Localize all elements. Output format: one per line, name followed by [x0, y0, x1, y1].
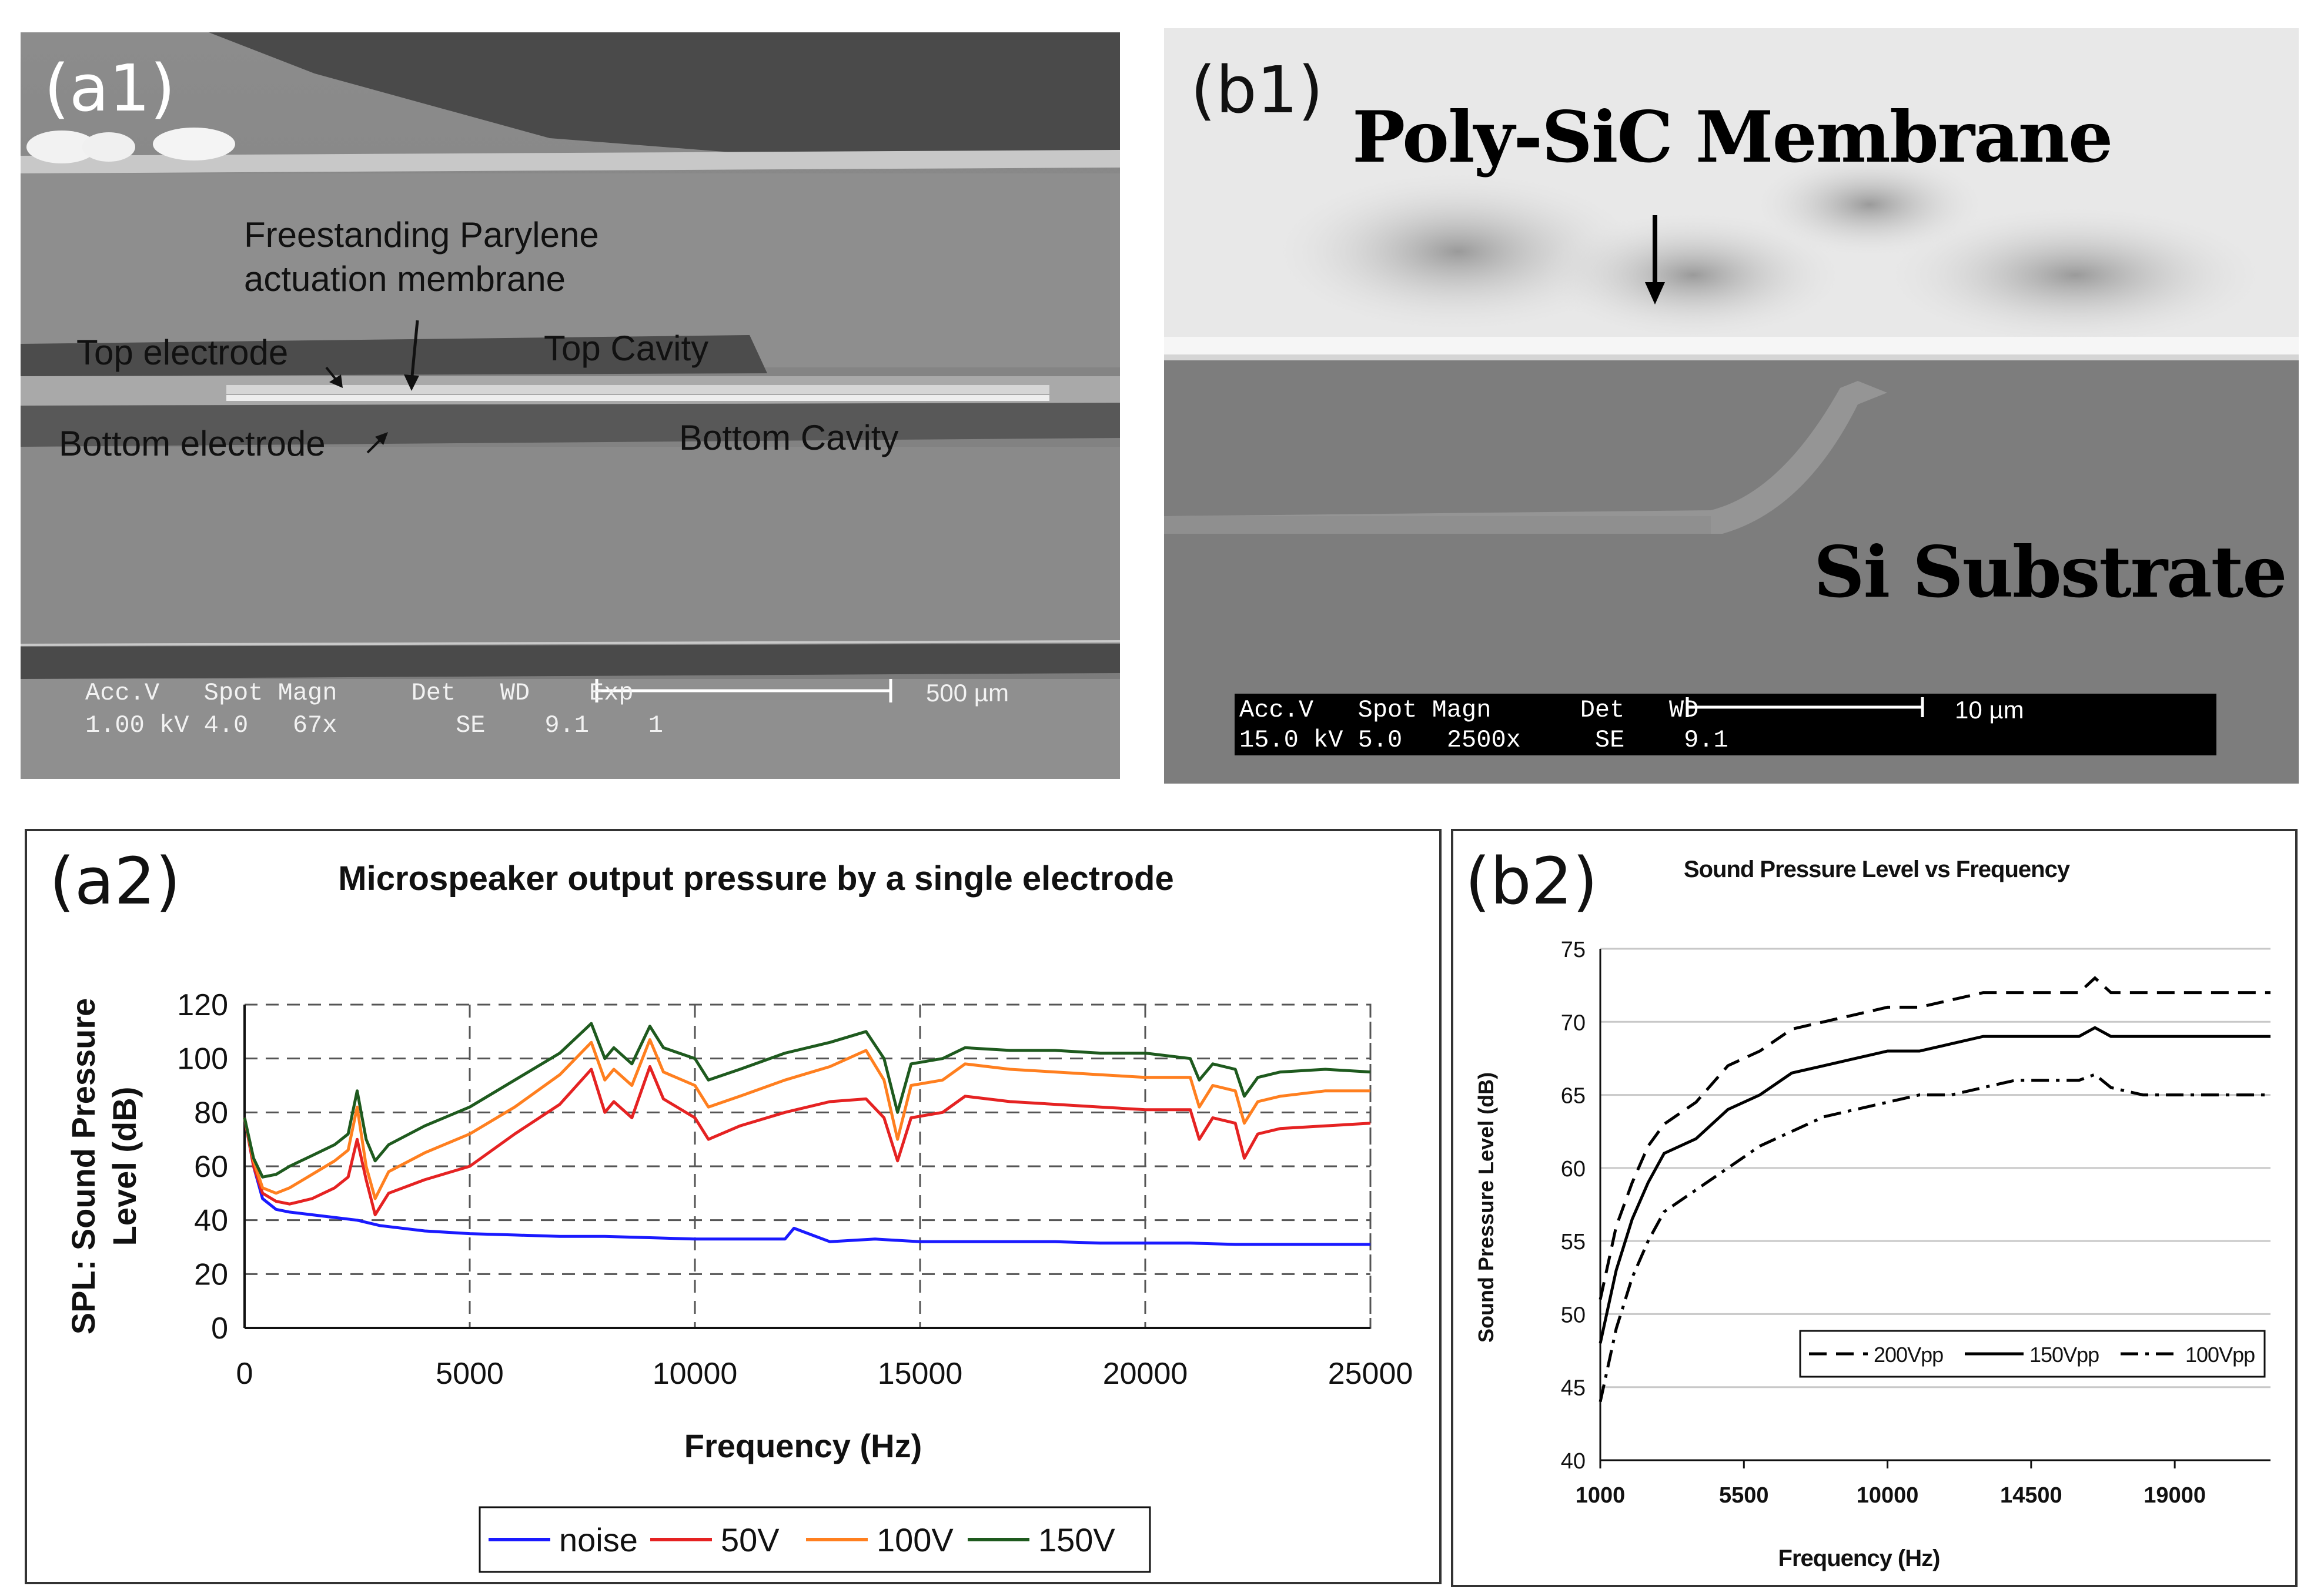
panel-label-a1: (a1) — [44, 51, 176, 126]
x-tick-label: 10000 — [1857, 1483, 1919, 1508]
sem-b1-databar-values: 15.0 kV 5.0 2500x SE 9.1 — [1239, 726, 1728, 754]
panel-label-b2: (b2) — [1465, 844, 1598, 919]
panel-a2-chart: (a2) Microspeaker output pressure by a s… — [25, 829, 1442, 1584]
panel-label-b1: (b1) — [1191, 52, 1323, 128]
y-tick-label: 120 — [177, 988, 228, 1022]
sem-b1-scale-label: 10 µm — [1955, 696, 2024, 724]
y-tick-label: 40 — [194, 1204, 228, 1238]
panel-b2-chart: (b2) Sound Pressure Level vs Frequency 40… — [1451, 829, 2298, 1587]
y-tick-label: 65 — [1561, 1084, 1586, 1109]
annotation-top-cavity: Top Cavity — [544, 329, 709, 368]
annotation-bottom-cavity: Bottom Cavity — [679, 418, 899, 457]
y-tick-label: 50 — [1561, 1303, 1586, 1327]
legend-box — [479, 1506, 1151, 1573]
y-tick-label: 45 — [1561, 1376, 1586, 1401]
x-tick-label: 20000 — [1103, 1357, 1188, 1391]
x-tick-label: 5500 — [1719, 1483, 1769, 1508]
panel-label-a2: (a2) — [49, 844, 181, 919]
y-tick-label: 0 — [211, 1311, 228, 1346]
legend-label-50v: 50V — [721, 1521, 780, 1558]
chart-title: Microspeaker output pressure by a single… — [338, 859, 1173, 898]
x-tick-label: 0 — [236, 1357, 253, 1391]
series-line-100vpp — [1599, 1072, 2270, 1403]
sem-b1-databar-header: Acc.V Spot Magn Det WD — [1239, 696, 1699, 724]
y-tick-label: 60 — [194, 1150, 228, 1184]
y-axis-label-line2: Level (dB) — [106, 1087, 143, 1246]
y-tick-label: 80 — [194, 1096, 228, 1130]
y-tick-label: 75 — [1561, 938, 1586, 962]
sem-a1-databar-header: Acc.V Spot Magn Det WD Exp — [85, 679, 634, 707]
series-line-100v — [243, 1038, 1370, 1200]
legend-label-150v: 150V — [1038, 1521, 1115, 1558]
sem-a1-databar-values: 1.00 kV 4.0 67x SE 9.1 1 — [85, 711, 663, 740]
y-axis-label: Sound Pressure Level (dB) — [1474, 1072, 1498, 1343]
legend-box — [1799, 1330, 2266, 1378]
y-tick-label: 70 — [1561, 1011, 1586, 1035]
sem-b1-graphic — [1164, 28, 2299, 784]
y-tick-label: 100 — [177, 1042, 228, 1076]
legend-label-100vpp: 100Vpp — [2185, 1343, 2255, 1367]
sem-a1-scale-label: 500 µm — [926, 679, 1009, 707]
series-line-150vpp — [1599, 1026, 2270, 1344]
series-line-noise — [243, 1117, 1370, 1246]
y-axis-label-line1: SPL: Sound Pressure — [65, 998, 102, 1335]
x-tick-label: 25000 — [1328, 1357, 1413, 1391]
chart-b2-svg: Sound Pressure Level vs Frequency 40 45 50 5… — [1474, 856, 2270, 1571]
annotation-bottom-electrode: Bottom electrode — [59, 424, 326, 463]
annotation-actuation: actuation membrane — [244, 259, 566, 299]
x-tick-label: 14500 — [2000, 1483, 2062, 1508]
x-tick-label: 19000 — [2144, 1483, 2206, 1508]
annotation-top-electrode: Top electrode — [76, 333, 289, 372]
legend-label-100v: 100V — [877, 1521, 954, 1558]
y-tick-label: 55 — [1561, 1230, 1586, 1254]
legend-label-noise: noise — [559, 1521, 638, 1558]
series-line-150v — [243, 1022, 1371, 1179]
y-tick-label: 60 — [1561, 1157, 1586, 1182]
chart-a2-svg: Microspeaker output pressure by a single… — [65, 859, 1413, 1573]
x-axis-label: Frequency (Hz) — [684, 1427, 922, 1464]
x-tick-label: 15000 — [878, 1357, 963, 1391]
x-tick-label: 5000 — [436, 1357, 504, 1391]
panel-b1-sem-image: (b1) Poly-SiC Membrane Si Substrate Acc.… — [1164, 28, 2299, 784]
substrate-label: Si Substrate — [1814, 531, 2288, 614]
legend-label-150vpp: 150Vpp — [2029, 1343, 2099, 1367]
membrane-title: Poly-SiC Membrane — [1352, 96, 2113, 179]
series-line-200vpp — [1599, 976, 2270, 1300]
series-line-50v — [243, 1065, 1371, 1216]
y-tick-label: 20 — [194, 1257, 228, 1291]
y-tick-label: 40 — [1561, 1449, 1586, 1474]
chart-title: Sound Pressure Level vs Frequency — [1684, 856, 2071, 882]
annotation-freestanding: Freestanding Parylene — [244, 215, 599, 255]
legend-label-200vpp: 200Vpp — [1874, 1343, 1943, 1367]
x-tick-label: 1000 — [1576, 1483, 1626, 1508]
x-axis-label: Frequency (Hz) — [1778, 1545, 1940, 1571]
x-tick-label: 10000 — [653, 1357, 738, 1391]
panel-a1-sem-image: (a1) Freestanding Parylene actuation mem… — [21, 32, 1120, 779]
sem-a1-graphic — [21, 32, 1120, 779]
